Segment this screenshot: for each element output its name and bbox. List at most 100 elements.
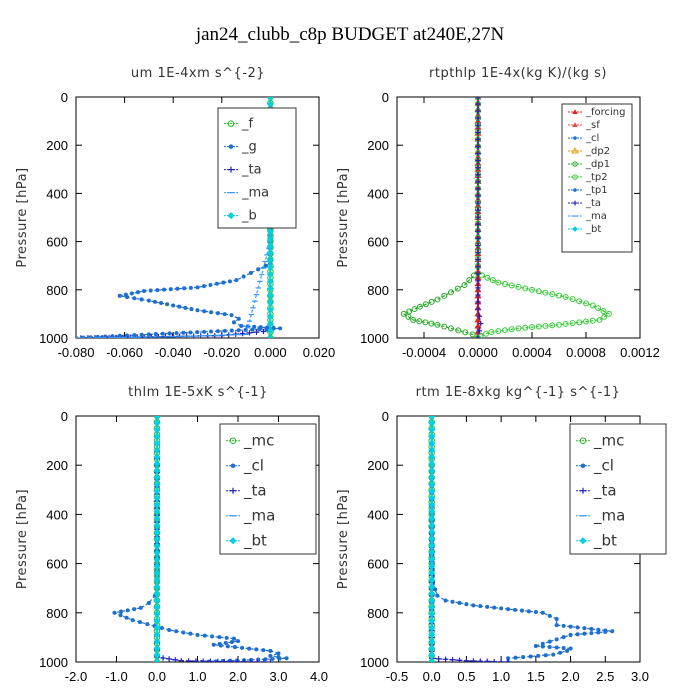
data-point	[153, 332, 158, 337]
data-point	[162, 287, 167, 292]
data-point	[595, 305, 602, 312]
data-point	[428, 494, 436, 502]
data-point	[195, 330, 200, 335]
y-tick-label: 400	[367, 186, 389, 201]
legend: _mc _cl _ta _ma _bt	[219, 423, 317, 555]
data-point	[153, 528, 161, 536]
data-point	[250, 327, 255, 332]
data-point	[495, 279, 502, 286]
data-point	[475, 256, 481, 263]
data-point	[266, 256, 274, 264]
data-point	[171, 303, 176, 308]
legend-label: _tp2	[585, 172, 608, 183]
legend-label: _ta	[593, 481, 617, 500]
legend-marker	[572, 161, 578, 167]
data-point	[159, 626, 164, 631]
data-point	[268, 653, 273, 658]
series-ta	[475, 97, 484, 338]
data-point	[475, 306, 481, 312]
data-point	[475, 278, 481, 284]
data-point	[188, 330, 193, 335]
legend-label: _dp2	[585, 146, 610, 157]
y-tick-label: 400	[46, 186, 68, 201]
legend-marker	[229, 437, 237, 444]
data-point	[135, 290, 140, 295]
data-point	[475, 101, 481, 107]
data-point	[549, 291, 556, 298]
series-ta	[429, 416, 511, 662]
data-point	[428, 467, 436, 475]
data-point	[247, 659, 254, 662]
series-line	[431, 416, 613, 662]
data-point	[185, 658, 192, 662]
y-tick-label: 800	[367, 283, 389, 298]
data-point	[492, 605, 497, 610]
data-point	[153, 487, 161, 495]
legend-marker	[230, 463, 236, 468]
data-point	[214, 281, 219, 286]
data-point	[475, 228, 481, 235]
data-point	[464, 602, 469, 607]
data-point	[428, 535, 436, 543]
data-point	[551, 652, 556, 657]
data-point	[222, 328, 227, 333]
data-point	[266, 334, 274, 338]
data-point	[278, 326, 283, 331]
x-tick-label: -1.0	[105, 669, 127, 684]
data-point	[254, 647, 259, 652]
data-point	[167, 627, 172, 633]
data-point	[139, 297, 144, 302]
y-tick-label: 400	[367, 507, 389, 522]
data-point	[540, 610, 545, 615]
data-point	[558, 650, 563, 655]
data-point	[428, 439, 436, 447]
data-point	[522, 324, 529, 331]
legend-label: _ma	[593, 506, 625, 525]
legend-label: _g	[241, 140, 257, 155]
data-point	[160, 331, 165, 336]
data-point	[428, 416, 436, 420]
data-point	[428, 474, 436, 481]
y-tick-label: 200	[367, 458, 389, 473]
legend-label: _ta	[243, 481, 267, 500]
data-point	[475, 271, 481, 277]
data-point	[153, 610, 161, 618]
x-tick-label: -0.060	[106, 345, 143, 360]
data-point	[428, 515, 436, 522]
y-tick-label: 800	[46, 283, 68, 298]
data-point	[153, 433, 161, 440]
y-tick-label: 400	[46, 507, 68, 522]
data-point	[232, 645, 237, 650]
data-point	[178, 658, 184, 662]
data-point	[461, 282, 468, 288]
data-point	[153, 590, 161, 598]
data-point	[475, 97, 481, 100]
data-point	[466, 277, 473, 284]
data-point	[208, 282, 213, 288]
data-point	[485, 604, 490, 609]
data-point	[183, 305, 188, 310]
data-point	[477, 658, 484, 662]
x-tick-label: 0.0012	[620, 345, 660, 360]
data-area	[112, 416, 289, 662]
data-point	[475, 299, 481, 305]
x-tick-label: -0.5	[386, 669, 408, 684]
data-point	[475, 214, 481, 220]
data-point	[568, 624, 573, 629]
data-area	[400, 97, 612, 338]
data-point	[153, 467, 161, 475]
legend-marker	[228, 166, 234, 173]
data-point	[568, 632, 573, 637]
data-point	[153, 644, 161, 652]
data-point	[554, 616, 559, 621]
panel-3: thlm 1E-5xK s^{-1} Pressure [hPa] -2.0 -1.0…	[15, 385, 328, 684]
data-point	[166, 656, 172, 662]
data-point	[475, 150, 481, 157]
data-point	[165, 302, 170, 307]
data-point	[542, 322, 549, 329]
data-point	[229, 639, 234, 645]
data-point	[505, 659, 511, 662]
legend-label: _ma	[241, 186, 269, 201]
y-tick-label: 200	[46, 138, 68, 153]
